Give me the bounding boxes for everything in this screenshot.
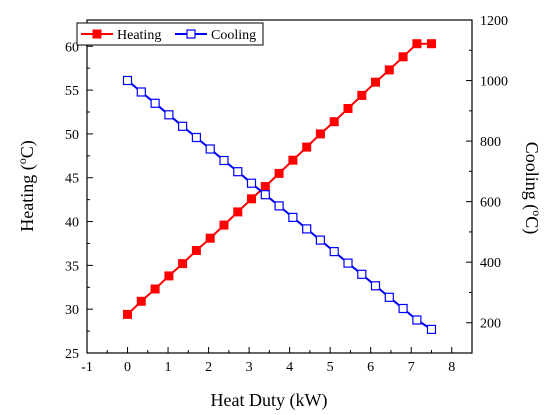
y-left-axis-ticks: 25 30 35 40 45 50 55 60 [65,23,93,362]
cooling-data-point [288,212,298,222]
heating-data-point [398,52,408,62]
heating-data-point [150,284,160,294]
y-right-tick-label: 200 [480,317,501,332]
heating-data-point [288,155,298,165]
cooling-data-point [343,258,353,268]
y-left-tick-label: 40 [65,216,79,231]
series-layer [122,39,437,334]
x-axis-title: Heat Duty (kW) [211,390,328,411]
y-left-tick-label: 30 [65,303,79,318]
heating-data-point [136,296,146,306]
heating-data-point [260,182,270,191]
cooling-data-point [191,132,201,143]
plot-frame [86,19,473,354]
x-tick-label: 6 [367,360,374,375]
cooling-data-point [233,167,243,177]
heating-data-point [371,77,380,87]
heating-data-point [315,129,325,139]
heating-data-point [357,90,367,100]
cooling-data-point [384,292,394,302]
y-left-tick-label: 25 [65,347,79,362]
x-tick-label: 7 [408,360,415,375]
heating-data-point [178,259,188,269]
y-left-tick-label: 55 [65,84,79,99]
y-left-tick-label: 50 [65,128,79,143]
legend-heating-label: Heating [117,28,161,43]
legend-heating-marker [92,29,102,39]
y-right-tick-label: 800 [480,135,501,150]
heating-data-point [302,142,312,152]
x-tick-label: 1 [165,360,172,375]
x-tick-label: -1 [81,360,93,375]
cooling-data-point [122,75,133,86]
cooling-data-point [329,247,339,257]
x-axis-ticks: -1 0 1 2 3 4 5 6 7 8 [81,347,455,375]
y-right-tick-label: 1200 [480,14,508,29]
y-left-tick-label: 60 [65,40,79,55]
heating-data-point [427,39,436,49]
heating-data-point [123,309,132,319]
x-tick-label: 5 [327,360,334,375]
cooling-data-point [274,201,284,211]
x-tick-label: 0 [124,360,131,375]
cooling-data-point [205,144,215,154]
y-left-tick-label: 45 [65,172,79,187]
cooling-data-point [302,224,312,234]
cooling-data-point [370,281,381,291]
heating-data-point [164,271,174,281]
cooling-data-point [315,235,325,245]
cooling-data-point [136,87,146,97]
y-left-axis-title: Heating (oC) [15,140,38,231]
heating-data-point [205,233,215,243]
heating-data-point [384,65,394,75]
cooling-data-point [260,190,270,200]
y-right-tick-label: 600 [480,196,501,211]
cooling-data-point [357,269,367,279]
heating-data-point [274,168,284,178]
y-right-tick-label: 1000 [480,75,508,90]
x-tick-label: 8 [448,360,455,375]
x-tick-label: 3 [246,360,253,375]
x-tick-label: 4 [286,360,293,375]
heating-data-point [343,104,353,113]
cooling-data-point [150,98,160,108]
y-right-axis-ticks: 200 400 600 800 1000 1200 [466,14,508,332]
heating-data-point [219,220,229,230]
cooling-data-point [412,315,422,325]
heating-data-point [412,39,422,49]
y-right-axis-title: Cooling (oC) [521,142,544,235]
y-left-tick-label: 35 [65,259,79,274]
heating-data-point [247,194,256,204]
legend-cooling-label: Cooling [211,28,256,43]
legend-box [76,22,264,46]
heating-data-point [233,207,243,217]
y-right-tick-label: 400 [480,256,501,271]
legend: Heating Cooling [76,22,264,46]
cooling-data-point [426,324,437,334]
heating-data-point [191,246,201,255]
cooling-data-point [398,303,408,314]
cooling-data-point [219,155,229,166]
legend-cooling-marker [186,29,196,39]
cooling-data-point [178,121,188,131]
heating-data-point [329,117,339,127]
cooling-data-point [246,178,257,188]
cooling-data-point [164,110,174,120]
x-tick-label: 2 [205,360,212,375]
